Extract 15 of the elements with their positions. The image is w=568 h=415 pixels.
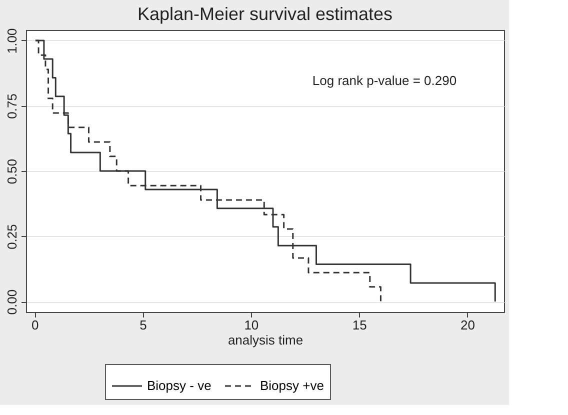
x-tick-label: 0 (32, 318, 39, 332)
legend-label: Biopsy - ve (147, 378, 212, 393)
y-tick-label: 0.50 (4, 158, 20, 184)
x-tick-label: 5 (140, 318, 147, 332)
y-tick-label: 0.00 (4, 289, 20, 315)
x-tick-label: 20 (460, 318, 475, 332)
x-tick-label: 10 (244, 318, 259, 332)
y-tick-label: 1.00 (4, 28, 20, 54)
x-tick-label: 15 (352, 318, 367, 332)
legend-label: Biopsy +ve (260, 378, 324, 393)
chart-title: Kaplan-Meier survival estimates (137, 4, 393, 24)
annotation: Log rank p-value = 0.290 (312, 72, 457, 88)
y-tick-label: 0.25 (4, 224, 20, 250)
x-axis-title: analysis time (228, 332, 304, 348)
y-tick-label: 0.75 (4, 94, 20, 119)
